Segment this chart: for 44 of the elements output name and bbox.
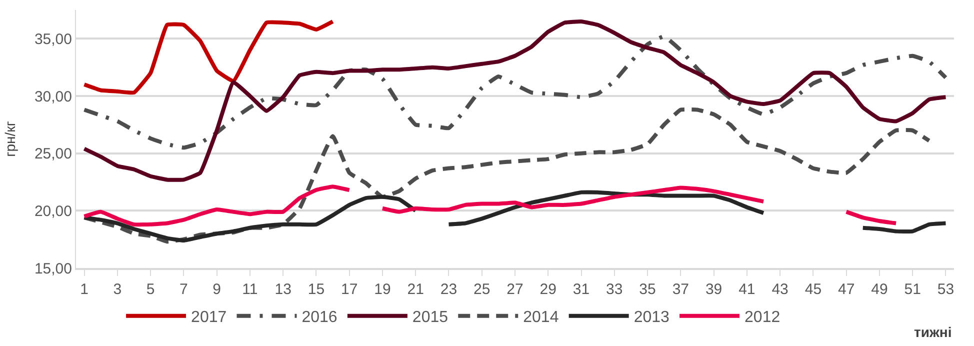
x-tick-label: 1 — [80, 281, 88, 298]
x-tick-label: 5 — [146, 281, 155, 298]
x-tick-label: 43 — [772, 281, 788, 298]
line-series — [82, 19, 335, 95]
x-tick-label: 37 — [672, 281, 690, 298]
legend-label: 2017 — [191, 309, 227, 326]
x-tick-label: 17 — [340, 281, 358, 298]
x-tick-label: 35 — [639, 281, 656, 298]
x-tick-label: 27 — [506, 281, 524, 298]
x-tick-label: 3 — [113, 281, 122, 298]
x-tick-label: 39 — [705, 281, 722, 298]
legend-label: 2016 — [302, 309, 338, 326]
x-tick-label: 41 — [738, 281, 756, 298]
legend-label: 2015 — [412, 309, 448, 326]
line-series — [82, 34, 948, 150]
y-axis-title: грн/кг — [2, 121, 18, 157]
x-tick-label: 19 — [374, 281, 391, 298]
x-tick-label: 25 — [474, 281, 490, 298]
x-tick-label: 9 — [212, 281, 221, 298]
x-tick-label: 23 — [440, 281, 458, 298]
legend-label: 2012 — [744, 309, 780, 326]
x-tick-label: 47 — [838, 281, 855, 298]
legend-label: 2014 — [523, 309, 559, 326]
y-tick-label: 25,00 — [34, 146, 72, 163]
x-tick-label: 21 — [407, 281, 424, 298]
y-tick-label: 20,00 — [34, 202, 72, 220]
x-tick-label: 31 — [572, 281, 590, 298]
x-tick-label: 49 — [871, 281, 888, 298]
y-tick-label: 35,00 — [34, 30, 72, 48]
x-tick-label: 7 — [180, 281, 188, 298]
y-tick-label: 30,00 — [34, 88, 72, 106]
line-series — [82, 108, 932, 244]
x-tick-label: 13 — [274, 281, 292, 298]
legend-label: 2013 — [634, 309, 670, 326]
x-tick-label: 11 — [242, 281, 258, 298]
x-tick-label: 51 — [904, 281, 921, 298]
x-tick-label: 53 — [937, 281, 954, 298]
x-tick-label: 15 — [308, 281, 325, 298]
x-axis-title: тижні — [914, 324, 952, 340]
x-tick-label: 29 — [540, 281, 556, 298]
x-tick-label: 45 — [804, 281, 822, 298]
y-tick-label: 15,00 — [34, 260, 72, 278]
x-tick-label: 33 — [606, 281, 623, 298]
line-series — [82, 19, 948, 182]
